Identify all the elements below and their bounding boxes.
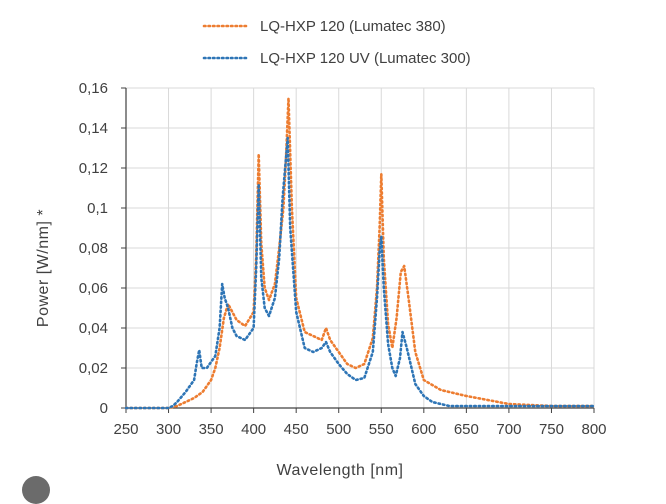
y-axis-title: Power [W/nm] * [35, 209, 52, 327]
x-tick-label: 350 [199, 421, 224, 438]
x-tick-label: 600 [411, 421, 436, 438]
legend: LQ-HXP 120 (Lumatec 380) LQ-HXP 120 UV (L… [202, 18, 471, 67]
y-tick-label: 0,08 [79, 240, 108, 257]
x-tick-label: 750 [539, 421, 564, 438]
y-tick-label: 0,1 [87, 200, 108, 217]
x-tick-label: 650 [454, 421, 479, 438]
x-axis-title: Wavelength [nm] [277, 462, 404, 479]
chart-canvas: 250 300 350 400 450 500 550 600 650 700 750 800 0 0,0… [35, 18, 607, 479]
legend-label-1: LQ-HXP 120 (Lumatec 380) [260, 18, 446, 35]
series-line-1 [124, 96, 596, 410]
spectrum-chart: 250 300 350 400 450 500 550 600 650 700 750 800 0 0,0… [22, 18, 607, 504]
series-layer [124, 96, 596, 410]
x-tick-label: 550 [369, 421, 394, 438]
x-tick-label: 400 [241, 421, 266, 438]
avatar [22, 476, 50, 504]
x-tick-label: 500 [326, 421, 351, 438]
x-tick-label: 700 [496, 421, 521, 438]
x-tick-label: 300 [156, 421, 181, 438]
axis-layer: 250 300 350 400 450 500 550 600 650 700 750 800 0 0,0… [79, 80, 607, 438]
y-tick-label: 0,14 [79, 120, 108, 137]
y-tick-label: 0,04 [79, 320, 108, 337]
y-tick-label: 0,16 [79, 80, 108, 97]
y-tick-label: 0,12 [79, 160, 108, 177]
y-tick-label: 0,02 [79, 360, 108, 377]
x-tick-label: 450 [284, 421, 309, 438]
legend-label-2: LQ-HXP 120 UV (Lumatec 300) [260, 50, 471, 67]
x-tick-label: 800 [581, 421, 606, 438]
series-line-2 [124, 136, 596, 410]
y-tick-label: 0,06 [79, 280, 108, 297]
y-tick-label: 0 [100, 400, 108, 417]
x-tick-label: 250 [113, 421, 138, 438]
